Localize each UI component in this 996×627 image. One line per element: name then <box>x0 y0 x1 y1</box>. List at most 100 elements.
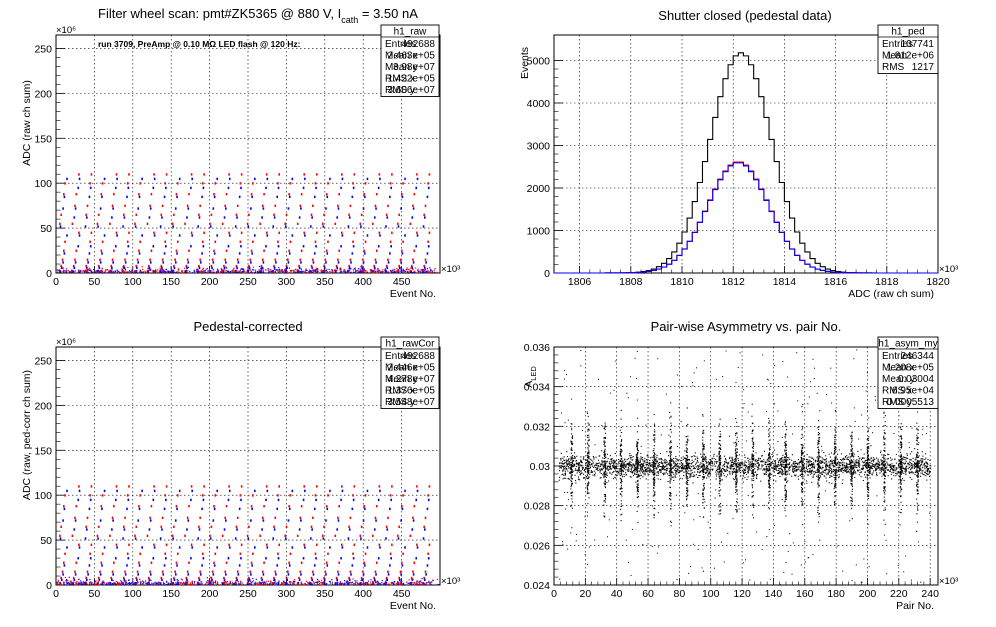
data-point <box>417 178 419 180</box>
data-point <box>400 519 402 521</box>
data-point <box>313 581 314 582</box>
data-point <box>362 269 363 270</box>
data-point <box>111 216 113 218</box>
data-point <box>295 269 296 270</box>
data-point <box>778 465 779 466</box>
data-point <box>160 225 162 227</box>
data-point <box>916 469 917 470</box>
data-point <box>317 269 318 270</box>
data-point <box>837 462 838 463</box>
data-point <box>162 261 164 263</box>
x-tick-label: 1818 <box>875 276 899 288</box>
data-point <box>89 270 90 271</box>
data-point <box>895 475 896 476</box>
data-point <box>624 459 625 460</box>
data-point <box>89 508 91 510</box>
data-point <box>278 557 280 559</box>
data-point <box>398 583 399 584</box>
data-point <box>236 272 237 273</box>
data-point <box>79 490 81 492</box>
data-point <box>904 471 905 472</box>
data-point <box>840 465 841 466</box>
data-point <box>186 582 187 583</box>
data-point <box>396 268 397 269</box>
data-point <box>577 472 578 473</box>
data-point <box>757 463 758 464</box>
data-point <box>243 272 244 273</box>
data-point <box>315 499 317 501</box>
data-point <box>327 182 329 184</box>
y-tick-label: 1000 <box>527 226 551 238</box>
data-point <box>914 467 915 468</box>
data-point <box>612 462 613 463</box>
data-point <box>689 477 690 478</box>
data-point <box>90 582 91 583</box>
data-point <box>77 499 79 501</box>
data-point <box>350 205 352 207</box>
data-point <box>831 460 832 461</box>
data-point <box>688 470 689 471</box>
data-point <box>210 225 212 227</box>
data-point <box>400 270 401 271</box>
data-point <box>788 469 789 470</box>
data-point <box>116 544 118 546</box>
x-tick-label: 100 <box>124 588 142 600</box>
data-point <box>849 462 850 463</box>
data-point <box>326 193 328 195</box>
data-point <box>708 474 709 475</box>
data-point <box>717 468 718 469</box>
data-point <box>251 271 252 272</box>
data-point <box>787 480 788 481</box>
data-point <box>434 268 435 269</box>
data-point <box>564 478 565 479</box>
data-point <box>567 456 568 457</box>
data-point <box>770 458 771 459</box>
data-point <box>299 528 301 530</box>
data-point <box>565 478 566 479</box>
data-point <box>579 465 580 466</box>
data-point <box>230 583 231 584</box>
data-point <box>664 459 665 460</box>
data-point <box>228 245 230 247</box>
data-point <box>157 583 158 584</box>
data-point <box>614 467 615 468</box>
data-point <box>904 480 905 481</box>
data-point <box>675 458 676 459</box>
y-tick-label: 0.028 <box>524 501 550 513</box>
data-point <box>127 494 129 496</box>
data-point <box>428 187 430 189</box>
data-point <box>65 580 66 581</box>
data-point <box>618 459 619 460</box>
data-point <box>277 270 278 271</box>
data-point <box>308 583 309 584</box>
data-point <box>85 537 87 539</box>
data-point <box>303 499 305 501</box>
data-point <box>135 526 137 528</box>
data-point <box>102 583 103 584</box>
data-point <box>187 519 189 521</box>
data-point <box>161 216 163 218</box>
stats-value: 2.446e+05 <box>387 363 435 374</box>
stats-label: RMS <box>882 62 905 73</box>
data-point <box>186 216 188 218</box>
data-point <box>817 456 818 457</box>
data-point <box>199 579 201 581</box>
data-point <box>174 571 176 573</box>
data-point <box>270 271 271 272</box>
data-point <box>98 214 100 216</box>
data-point <box>101 196 103 198</box>
y-tick-label: 50 <box>40 535 52 547</box>
x-tick-label: 140 <box>765 588 783 600</box>
data-point <box>690 470 691 471</box>
data-point <box>659 464 660 465</box>
data-point <box>743 472 744 473</box>
data-point <box>755 471 756 472</box>
data-point <box>610 455 611 456</box>
data-point <box>274 571 276 573</box>
data-point <box>257 584 258 585</box>
data-point <box>141 234 143 236</box>
data-point <box>184 268 185 269</box>
histogram-series-0 <box>554 53 938 273</box>
data-point <box>644 458 645 459</box>
data-point <box>199 571 201 573</box>
